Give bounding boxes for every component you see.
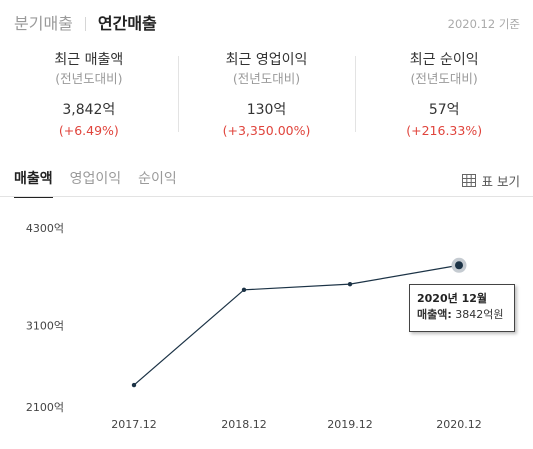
kpi-subtitle: (전년도대비)	[55, 71, 123, 86]
metric-tabs: 매출액 영업이익 순이익	[14, 168, 194, 198]
x-axis: 2017.12 2018.12 2019.12 2020.12	[111, 418, 482, 431]
kpi-value: 57억	[428, 102, 460, 118]
tooltip-line: 매출액: 3842억원	[417, 307, 507, 323]
kpi-value: 130억	[246, 102, 287, 118]
tooltip-label: 매출액:	[417, 308, 452, 321]
kpi-summary: 최근 매출액 (전년도대비) 3,842억 (+6.49%) 최근 영업이익 (…	[0, 48, 533, 140]
y-tick-label: 4300억	[26, 222, 64, 235]
section-divider	[0, 196, 533, 197]
kpi-sales: 최근 매출액 (전년도대비) 3,842억 (+6.49%)	[0, 48, 178, 140]
tooltip-title: 2020년 12월	[417, 292, 487, 305]
table-grid-icon	[461, 174, 476, 187]
tab-sales[interactable]: 매출액	[14, 168, 53, 198]
tab-separator	[84, 17, 86, 31]
kpi-title: 최근 매출액	[54, 52, 124, 68]
x-tick-label: 2020.12	[436, 418, 482, 431]
kpi-subtitle: (전년도대비)	[232, 71, 301, 86]
data-point	[347, 281, 353, 287]
tooltip-value: 3842억원	[455, 308, 504, 321]
kpi-subtitle: (전년도대비)	[410, 71, 478, 86]
tab-annual-sales[interactable]: 연간매출	[97, 14, 157, 33]
tab-quarterly-sales[interactable]: 분기매출	[14, 14, 73, 33]
table-view-button[interactable]: 표 보기	[461, 171, 520, 190]
tab-operating-profit[interactable]: 영업이익	[69, 171, 122, 187]
kpi-net-income: 최근 순이익 (전년도대비) 57억 (+216.33%)	[355, 48, 533, 140]
kpi-title: 최근 영업이익	[225, 52, 308, 68]
data-point	[241, 287, 247, 293]
tab-net-income[interactable]: 순이익	[138, 171, 177, 187]
x-tick-label: 2018.12	[221, 418, 267, 431]
chart-tooltip: 2020년 12월 매출액: 3842억원	[409, 284, 515, 332]
kpi-change: (+216.33%)	[406, 123, 483, 138]
table-view-label: 표 보기	[481, 174, 520, 189]
kpi-title: 최근 순이익	[409, 52, 479, 68]
series-line	[133, 264, 460, 386]
x-tick-label: 2019.12	[327, 418, 373, 431]
kpi-change: (+3,350.00%)	[222, 123, 311, 138]
kpi-value: 3,842억	[62, 102, 116, 118]
data-point	[455, 261, 463, 270]
y-axis: 2100억 3100억 4300억	[26, 222, 64, 414]
kpi-operating-profit: 최근 영업이익 (전년도대비) 130억 (+3,350.00%)	[177, 48, 356, 140]
kpi-change: (+6.49%)	[58, 123, 119, 138]
period-tabs: 분기매출 연간매출	[14, 12, 157, 36]
reference-date: 2020.12 기준	[447, 17, 520, 31]
y-tick-label: 3100억	[26, 320, 64, 333]
data-point	[131, 382, 137, 388]
y-tick-label: 2100억	[26, 401, 64, 414]
x-tick-label: 2017.12	[111, 418, 157, 431]
plot-area	[131, 257, 467, 388]
